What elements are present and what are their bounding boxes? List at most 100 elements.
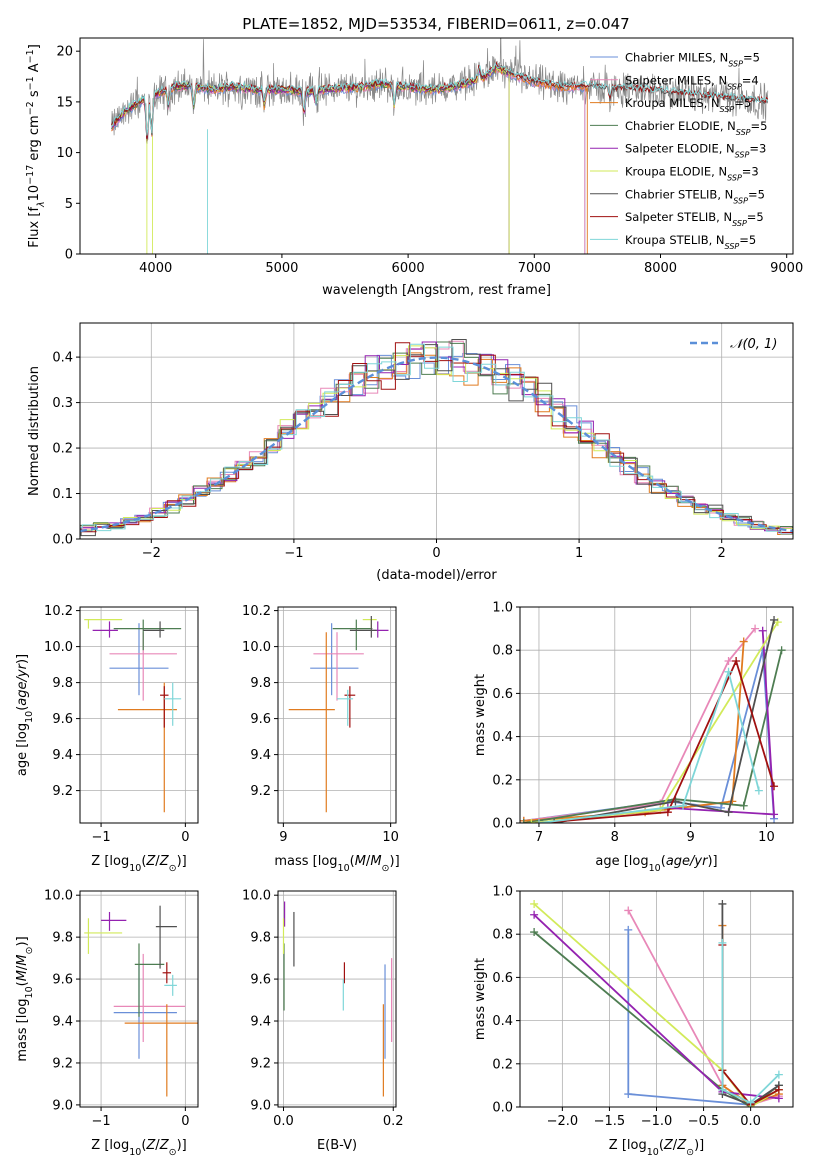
errorbar-kroupa-miles <box>124 1004 198 1097</box>
legend-gaussian-label: 𝒩(0, 1) <box>730 337 777 352</box>
series-marker <box>754 786 763 795</box>
legend-label: Kroupa ELODIE, NSSP=3 <box>625 165 759 183</box>
y-tick-label: 0.4 <box>52 351 73 366</box>
legend-label: Chabrier ELODIE, NSSP=5 <box>625 119 767 137</box>
x-tick-label: 7 <box>535 830 543 845</box>
y-tick-label: 0 <box>65 248 73 263</box>
x-tick-label: 8000 <box>644 261 677 276</box>
series-marker <box>724 657 733 665</box>
x-tick-label: −1 <box>91 1114 110 1129</box>
x-tick-label: −2.0 <box>547 1114 579 1129</box>
y-tick-label: 0.8 <box>492 928 513 943</box>
errorbar-chabrier-stelib <box>155 905 177 969</box>
series-marker <box>530 899 539 908</box>
y-axis-label: Normed distribution <box>27 366 42 496</box>
axes-age_vs_Z: −1 0 9.2 9.4 9.6 9.8 10.0 10.2 Z [log10(Z/Z⊙)] ag… <box>15 604 199 874</box>
plot-area-mass_weight_vs_age <box>520 615 786 823</box>
x-tick-label: 0 <box>181 1114 189 1129</box>
series-line <box>523 649 783 823</box>
y-tick-label: 9.2 <box>250 784 271 799</box>
x-tick-label: 6000 <box>392 261 425 276</box>
axes-frame-mass_vs_EBV <box>277 890 397 1108</box>
plots-layer: 4000 5000 6000 7000 8000 900005101520waveleng… <box>15 37 803 1158</box>
x-axis-label: Z [log10(Z/Z⊙)] <box>609 1138 704 1158</box>
y-tick-label: 10.0 <box>44 889 73 904</box>
series-marker <box>534 819 543 823</box>
x-axis-label: wavelength [Angstrom, rest frame] <box>322 283 551 298</box>
axes-mass_vs_EBV: 0.0 0.2 9.0 9.2 9.4 9.6 9.8 10.0 E(B-V) <box>242 889 404 1153</box>
x-tick-label: 2 <box>718 546 726 561</box>
series-marker <box>774 1094 783 1103</box>
x-tick-label: 10 <box>382 830 399 845</box>
errorbar-salpeter-elodie <box>101 911 127 931</box>
y-tick-label: 5 <box>65 197 73 212</box>
x-axis-label: Z [log10(Z/Z⊙)] <box>91 854 186 874</box>
errorbar-chabrier-elodie <box>113 619 182 651</box>
legend-label: Kroupa STELIB, NSSP=5 <box>625 233 756 251</box>
plot-area-age_vs_Z <box>84 618 182 813</box>
y-tick-label: 9.6 <box>250 973 271 988</box>
errorbar-chabrier-elodie <box>332 619 373 651</box>
x-axis-label: (data-model)/error <box>376 568 497 583</box>
y-tick-label: 9.6 <box>52 712 73 727</box>
x-tick-label: 5000 <box>265 261 298 276</box>
errorbar-kroupa-elodie <box>84 618 123 629</box>
errorbar-kroupa-stelib <box>164 682 182 726</box>
y-tick-label: 9.2 <box>250 1056 271 1071</box>
x-tick-label: 4000 <box>139 261 172 276</box>
y-tick-label: 0.0 <box>492 1101 513 1116</box>
histogram-chabrier-stelib <box>80 339 793 537</box>
x-axis-label: mass [log10(M/M⊙)] <box>274 854 399 874</box>
axes-frame-mass_weight_vs_Z <box>519 890 794 1108</box>
series-marker <box>527 819 536 823</box>
series-marker <box>718 1085 727 1094</box>
errorbar-kroupa-elodie <box>84 918 123 954</box>
y-tick-label: 9.4 <box>52 1015 73 1030</box>
axes-age_vs_mass: 9 10 9.2 9.4 9.6 9.8 10.0 10.2 mass [log10(M/M⊙)… <box>242 604 400 873</box>
series-marker <box>679 801 688 810</box>
model-spectrum-kroupa-stelib <box>111 62 769 136</box>
y-tick-label: 10.2 <box>44 604 73 619</box>
series-marker <box>718 899 727 908</box>
legend: Chabrier MILES, NSSP=5 Salpeter MILES, NS… <box>590 51 767 251</box>
y-tick-label: 10.0 <box>242 640 271 655</box>
errorbar-kroupa-stelib <box>164 974 177 996</box>
errorbar-chabrier-miles <box>310 623 359 696</box>
legend-label: Kroupa MILES, NSSP=5 <box>625 96 751 114</box>
errorbar-chabrier-miles <box>109 623 169 696</box>
series-marker <box>770 782 779 791</box>
y-tick-label: 9.4 <box>250 748 271 763</box>
y-tick-label: 0.0 <box>492 817 513 832</box>
plot-area-spectrum <box>111 38 769 254</box>
y-tick-label: 0.4 <box>492 1014 513 1029</box>
series-marker <box>777 646 786 655</box>
plot-area-mass_weight_vs_Z <box>530 899 783 1107</box>
legend-label: Salpeter MILES, NSSP=4 <box>625 73 759 91</box>
x-axis-label: Z [log10(Z/Z⊙)] <box>91 1138 186 1158</box>
series-marker <box>770 810 779 819</box>
axes-frame-age_vs_Z <box>79 606 199 824</box>
x-tick-label: 0.2 <box>383 1114 404 1129</box>
x-tick-label: 9000 <box>770 261 803 276</box>
y-tick-label: 9.4 <box>52 748 73 763</box>
gaussian-curve <box>80 356 793 533</box>
series-marker <box>624 906 633 915</box>
legend-label: Chabrier MILES, NSSP=5 <box>625 51 760 69</box>
y-tick-label: 10.2 <box>242 604 271 619</box>
y-tick-label: 0.6 <box>492 971 513 986</box>
axes-spectrum: 4000 5000 6000 7000 8000 9000 0 5 10 15 20 waveleng… <box>25 37 803 298</box>
x-tick-label: 0 <box>181 830 189 845</box>
x-tick-label: 7000 <box>518 261 551 276</box>
series-marker <box>732 657 741 665</box>
x-axis-label: age [log10(age/yr)] <box>595 854 717 874</box>
y-tick-label: 9.8 <box>52 931 73 946</box>
plot-area-residuals <box>80 339 793 537</box>
series-marker <box>774 1085 783 1094</box>
x-tick-label: 10 <box>758 830 775 845</box>
y-tick-label: 20 <box>56 45 73 60</box>
axes-residuals: −2 −1 0 1 2 0.0 0.1 0.2 0.3 0.4 (data-model)/error… <box>27 322 794 583</box>
series-kroupa-stelib <box>534 667 763 823</box>
legend-label: Salpeter STELIB, NSSP=5 <box>625 210 764 228</box>
